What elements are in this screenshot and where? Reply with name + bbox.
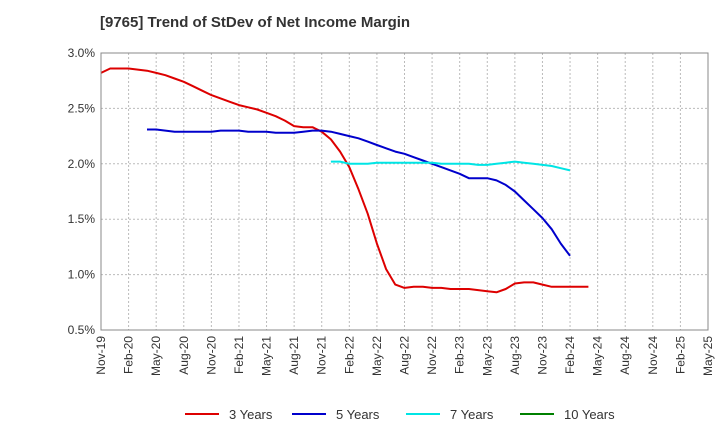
- legend-swatch-5-years: [292, 413, 326, 415]
- x-tick-label: Aug-21: [287, 336, 301, 375]
- legend-item-7-years: 7 Years: [406, 404, 493, 424]
- legend-label-7-years: 7 Years: [450, 406, 494, 422]
- x-tick-label: Nov-20: [204, 336, 218, 375]
- x-tick-label: Feb-22: [342, 336, 356, 374]
- series-lines: [100, 67, 589, 294]
- legend-item-10-years: 10 Years: [520, 404, 615, 424]
- x-tick-label: Nov-24: [646, 336, 660, 375]
- chart-title: [9765] Trend of StDev of Net Income Marg…: [100, 14, 411, 31]
- x-tick-label: Feb-21: [232, 336, 246, 374]
- x-tick-label: Feb-20: [122, 336, 136, 374]
- series-line-5-years: [147, 128, 571, 257]
- x-tick-label: Nov-21: [315, 336, 329, 375]
- x-tick-label: May-24: [591, 336, 605, 376]
- legend: 3 Years 5 Years 7 Years 10 Years: [0, 404, 720, 424]
- legend-label-3-years: 3 Years: [229, 406, 273, 422]
- x-tick-label: May-22: [370, 336, 384, 376]
- legend-item-3-years: 3 Years: [185, 404, 272, 424]
- y-tick-label: 2.0%: [68, 157, 96, 171]
- x-tick-label: Feb-23: [453, 336, 467, 374]
- x-tick-label: May-21: [260, 336, 274, 376]
- legend-label-5-years: 5 Years: [336, 406, 380, 422]
- y-tick-label: 1.5%: [68, 212, 96, 226]
- x-tick-label: Feb-24: [563, 336, 577, 374]
- legend-label-10-years: 10 Years: [564, 406, 615, 422]
- x-tick-label: Nov-19: [94, 336, 108, 375]
- x-tick-label: May-20: [149, 336, 163, 376]
- legend-swatch-10-years: [520, 413, 554, 415]
- x-tick-label: Aug-22: [398, 336, 412, 375]
- plot-frame: [100, 52, 709, 331]
- x-tick-label: Nov-22: [425, 336, 439, 375]
- x-tick-label: May-23: [480, 336, 494, 376]
- x-tick-label: Nov-23: [535, 336, 549, 375]
- x-axis-ticks: Nov-19 Feb-20 May-20 Aug-20 Nov-20 Feb-21 May-…: [94, 336, 715, 376]
- x-tick-label: Feb-25: [673, 336, 687, 374]
- y-tick-label: 0.5%: [68, 323, 96, 337]
- y-tick-label: 2.5%: [68, 101, 96, 115]
- legend-item-5-years: 5 Years: [292, 404, 379, 424]
- x-tick-label: May-25: [701, 336, 715, 376]
- y-tick-label: 1.0%: [68, 268, 96, 282]
- y-tick-label: 3.0%: [68, 46, 96, 60]
- x-tick-label: Aug-23: [508, 336, 522, 375]
- series-line-7-years: [330, 160, 571, 172]
- legend-swatch-3-years: [185, 413, 219, 415]
- series-line-3-years: [100, 67, 589, 294]
- x-tick-label: Aug-24: [618, 336, 632, 375]
- legend-swatch-7-years: [406, 413, 440, 415]
- y-axis-ticks: 3.0% 2.5% 2.0% 1.5% 1.0% 0.5%: [68, 46, 96, 337]
- x-tick-label: Aug-20: [177, 336, 191, 375]
